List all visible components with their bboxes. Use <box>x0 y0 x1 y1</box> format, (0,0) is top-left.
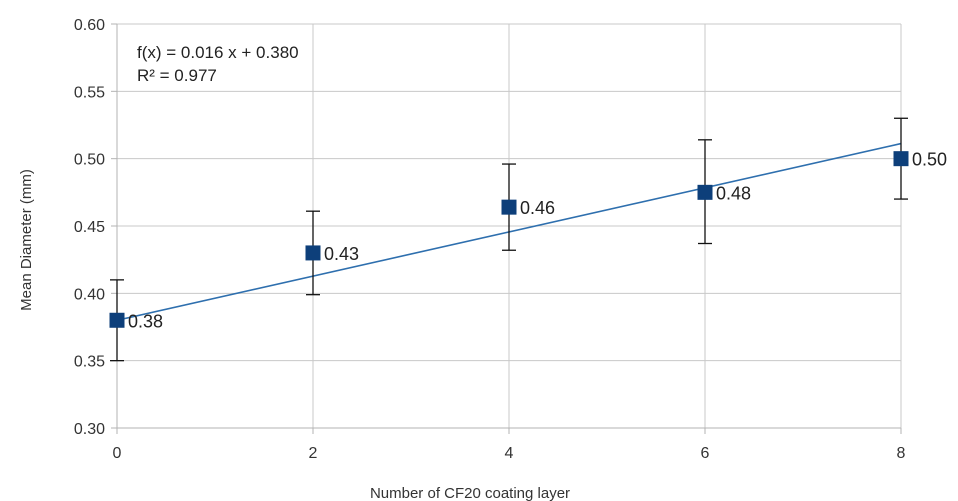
y-tick-label: 0.60 <box>74 17 105 34</box>
axes <box>111 23 902 434</box>
trendline-equation: f(x) = 0.016 x + 0.380 <box>137 43 299 62</box>
x-tick-label: 8 <box>897 445 906 462</box>
data-points <box>109 151 909 328</box>
x-tick-label: 0 <box>113 445 122 462</box>
y-tick-labels: 0.30 0.35 0.40 0.45 0.50 0.55 0.60 <box>74 17 105 438</box>
data-point <box>893 151 909 167</box>
data-point <box>109 312 125 328</box>
x-tick-label: 2 <box>309 445 318 462</box>
data-point <box>305 245 321 261</box>
x-tick-label: 6 <box>701 445 710 462</box>
y-tick-label: 0.40 <box>74 286 105 303</box>
y-tick-label: 0.50 <box>74 152 105 169</box>
data-point <box>501 199 517 215</box>
data-point <box>697 184 713 200</box>
gridlines <box>116 23 902 429</box>
data-labels: 0.38 0.43 0.46 0.48 0.50 <box>128 150 947 332</box>
x-axis-title: Number of CF20 coating layer <box>370 485 570 501</box>
y-tick-label: 0.35 <box>74 354 105 371</box>
data-label: 0.46 <box>520 198 555 218</box>
y-axis-title: Mean Diameter (mm) <box>18 169 35 311</box>
y-tick-label: 0.30 <box>74 421 105 438</box>
data-label: 0.43 <box>324 244 359 264</box>
data-label: 0.48 <box>716 183 751 203</box>
trendline-r-squared: R² = 0.977 <box>137 66 217 85</box>
y-tick-label: 0.45 <box>74 219 105 236</box>
x-tick-labels: 0 2 4 6 8 <box>113 445 906 462</box>
x-tick-label: 4 <box>505 445 514 462</box>
y-tick-label: 0.55 <box>74 84 105 101</box>
data-label: 0.50 <box>912 150 947 170</box>
data-label: 0.38 <box>128 311 163 331</box>
